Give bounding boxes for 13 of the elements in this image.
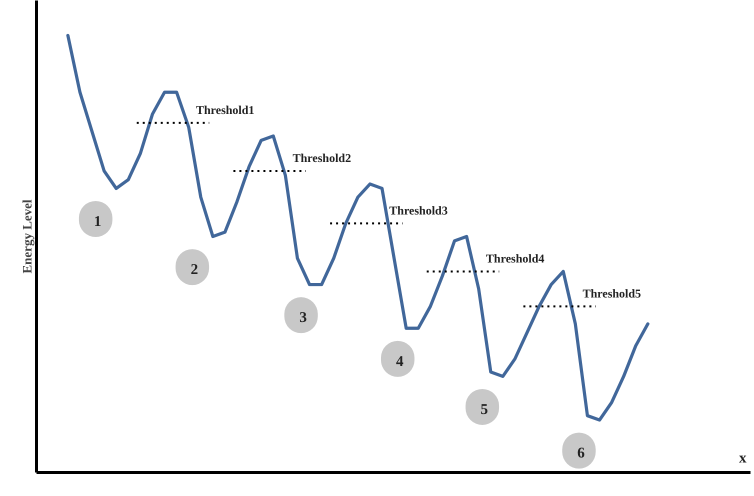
annotation: 4 [396,354,404,370]
ref-line-label: Threshold1 [196,102,254,117]
annotation: 2 [190,262,198,278]
ref-line-label: Threshold5 [582,286,642,300]
ref-line-label: Threshold4 [486,251,544,266]
annotation: 6 [577,446,586,462]
annotation: 5 [480,402,488,418]
text: x [739,450,747,466]
ref-line-label: Threshold2 [292,150,352,165]
ref-line-label: Threshold3 [389,203,448,218]
annotation: 1 [94,214,102,230]
y-axis-title: Energy Level [20,199,34,274]
annotation: 3 [299,310,307,326]
